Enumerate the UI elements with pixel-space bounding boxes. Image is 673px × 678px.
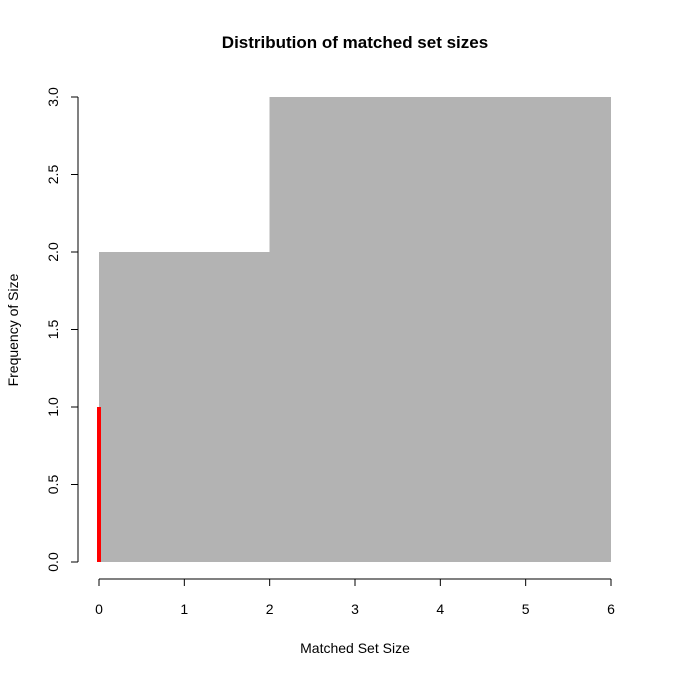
y-tick-label-5: 2.5 (45, 165, 61, 185)
x-tick-label-6: 6 (607, 601, 615, 617)
y-tick-label-6: 3.0 (45, 87, 61, 107)
y-tick-label-1: 0.5 (45, 475, 61, 495)
x-tick-label-4: 4 (436, 601, 444, 617)
bar-0 (99, 252, 270, 562)
chart-title: Distribution of matched set sizes (222, 33, 488, 52)
x-tick-label-2: 2 (266, 601, 274, 617)
x-axis: 0 1 2 3 4 5 6 (95, 578, 615, 617)
x-tick-label-5: 5 (522, 601, 530, 617)
y-axis: 0.0 0.5 1.0 1.5 2.0 2.5 3.0 (45, 87, 79, 572)
y-tick-label-3: 1.5 (45, 320, 61, 340)
x-tick-label-3: 3 (351, 601, 359, 617)
x-tick-label-0: 0 (95, 601, 103, 617)
x-axis-label: Matched Set Size (300, 640, 410, 656)
y-axis-label: Frequency of Size (5, 273, 21, 386)
x-tick-label-1: 1 (180, 601, 188, 617)
bars-group (99, 97, 611, 562)
y-tick-label-4: 2.0 (45, 242, 61, 262)
bar-1 (269, 97, 611, 562)
y-tick-label-0: 0.0 (45, 552, 61, 572)
y-tick-label-2: 1.0 (45, 397, 61, 417)
